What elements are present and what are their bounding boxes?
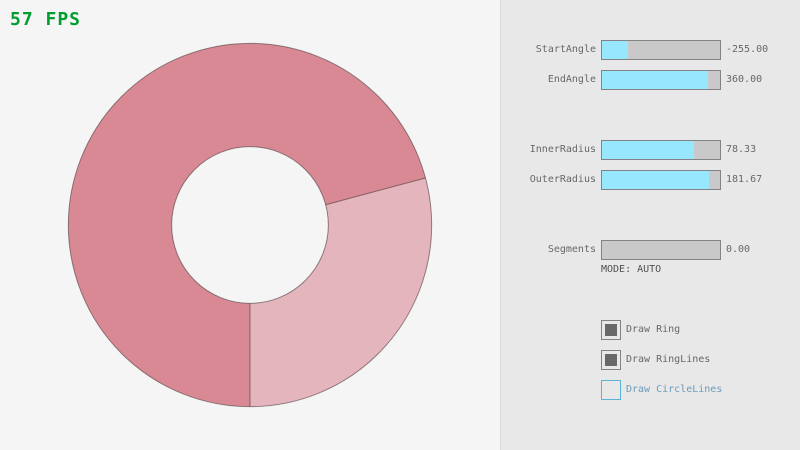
slider-row-segments: Segments 0.00: [501, 240, 800, 260]
end-angle-label: EndAngle: [547, 74, 596, 85]
draw-ringlines-label: Draw RingLines: [626, 354, 711, 365]
ring-canvas: [67, 42, 433, 408]
start-angle-value: -255.00: [726, 44, 769, 55]
draw-circlelines-label: Draw CircleLines: [626, 384, 723, 395]
segments-label: Segments: [547, 244, 596, 255]
segments-value: 0.00: [726, 244, 751, 255]
end-angle-value: 360.00: [726, 74, 763, 85]
slider-row-outer-radius: OuterRadius 181.67: [501, 170, 800, 190]
start-angle-slider[interactable]: [601, 40, 721, 60]
fps-counter: 57 FPS: [10, 9, 82, 30]
outer-radius-label: OuterRadius: [529, 174, 596, 185]
start-angle-slider-fill: [602, 41, 628, 59]
inner-radius-slider-fill: [602, 141, 695, 159]
segments-mode-text: MODE: AUTO: [601, 264, 662, 275]
draw-ring-checkbox[interactable]: [601, 320, 621, 340]
outer-radius-slider-fill: [602, 171, 710, 189]
slider-row-end-angle: EndAngle 360.00: [501, 70, 800, 90]
checkbox-row-draw-ringlines: Draw RingLines: [501, 350, 800, 370]
start-angle-label: StartAngle: [535, 44, 596, 55]
inner-radius-slider[interactable]: [601, 140, 721, 160]
outer-radius-slider[interactable]: [601, 170, 721, 190]
draw-circlelines-checkbox[interactable]: [601, 380, 621, 400]
checkbox-check-mark: [605, 324, 617, 336]
inner-radius-label: InnerRadius: [529, 144, 596, 155]
checkbox-row-draw-circlelines: Draw CircleLines: [501, 380, 800, 400]
slider-row-inner-radius: InnerRadius 78.33: [501, 140, 800, 160]
draw-ring-label: Draw Ring: [626, 324, 681, 335]
slider-row-start-angle: StartAngle -255.00: [501, 40, 800, 60]
end-angle-slider[interactable]: [601, 70, 721, 90]
end-angle-slider-fill: [602, 71, 709, 89]
draw-ringlines-checkbox[interactable]: [601, 350, 621, 370]
inner-radius-value: 78.33: [726, 144, 757, 155]
segments-slider[interactable]: [601, 240, 721, 260]
outer-radius-value: 181.67: [726, 174, 763, 185]
checkbox-check-mark: [605, 354, 617, 366]
control-panel: StartAngle -255.00 EndAngle 360.00 Inner…: [500, 0, 800, 450]
checkbox-row-draw-ring: Draw Ring: [501, 320, 800, 340]
